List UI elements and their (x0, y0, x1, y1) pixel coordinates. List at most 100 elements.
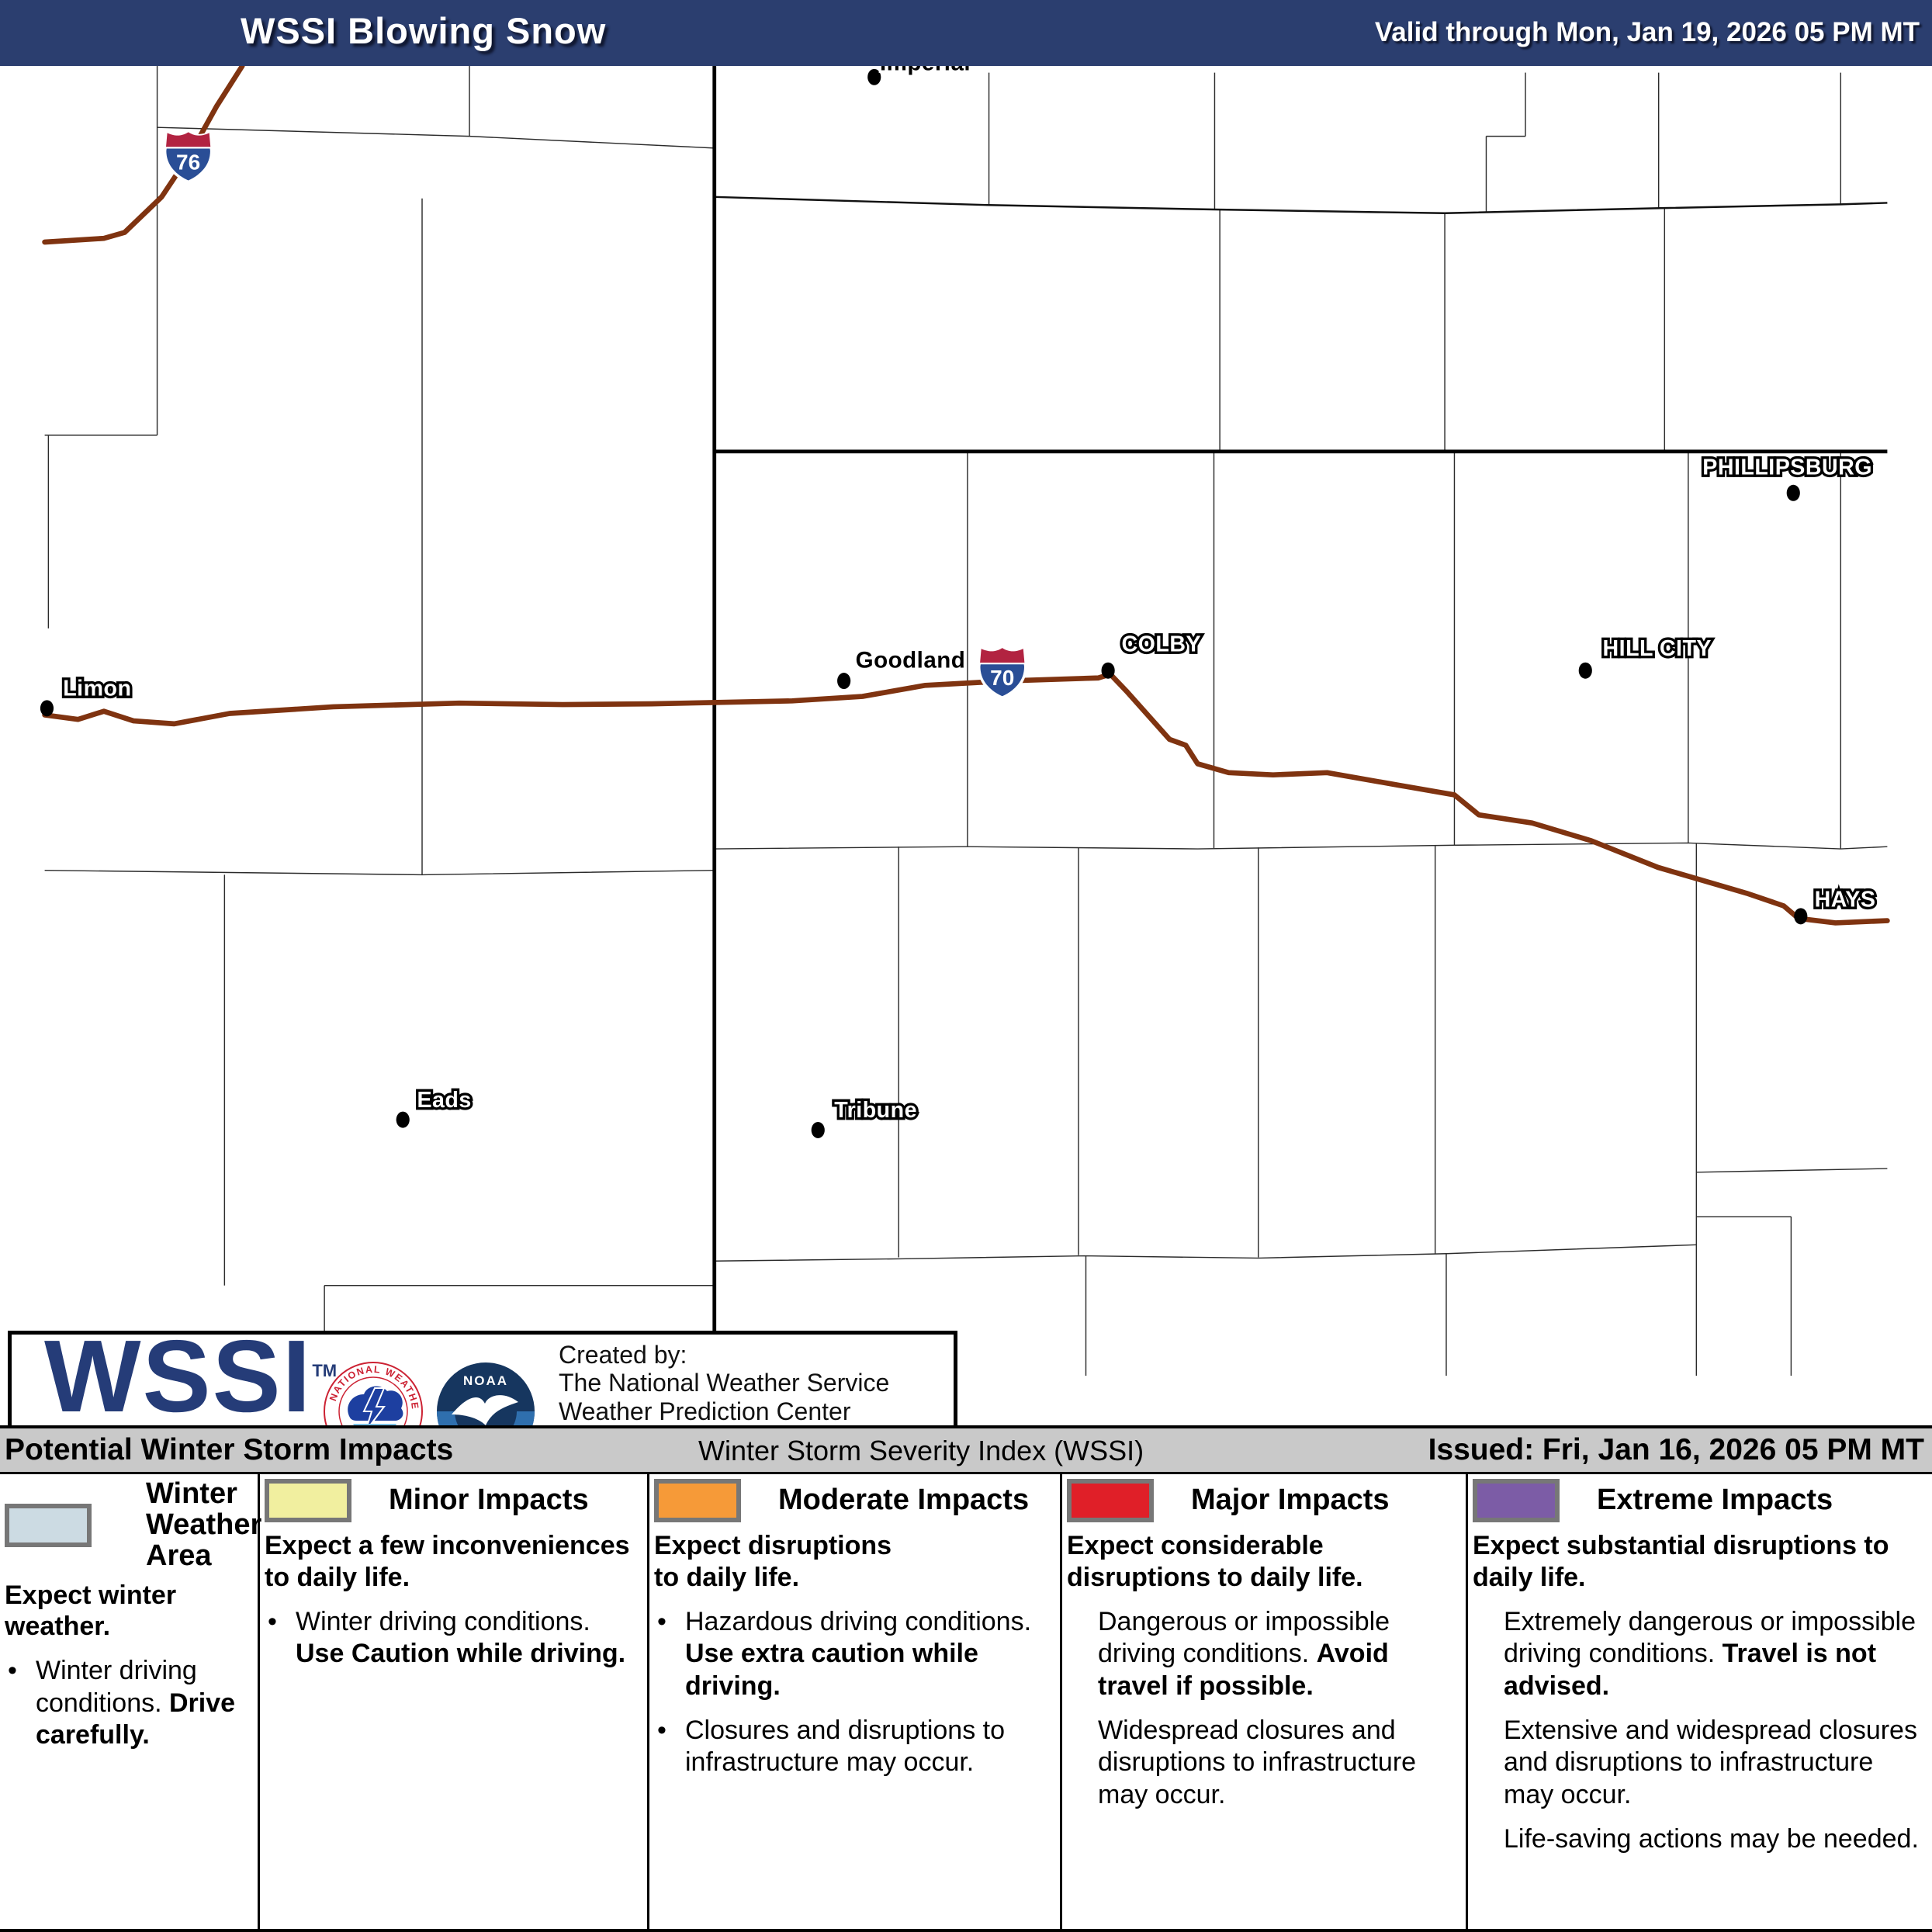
legend-column-header: Minor Impacts (265, 1479, 647, 1522)
legend-item: • Winter driving conditions. Drive carefu… (5, 1655, 254, 1751)
legend-color-swatch (1067, 1479, 1154, 1522)
legend-intro-text: Expect a few inconveniences to daily lif… (265, 1531, 630, 1592)
city-dot (811, 1121, 825, 1138)
legend-column-divider (1466, 1474, 1468, 1929)
legend-color-swatch (265, 1479, 351, 1522)
wssi-tagline: The Winter Storm Severity Index (47, 1422, 406, 1425)
city-markers: Imperial Limon Goodland COLBY PHILLIPSBURG HI… (40, 66, 1878, 1138)
city-label: Goodland (856, 647, 966, 673)
valid-through-text: Valid through Mon, Jan 19, 2026 05 PM MT (1374, 17, 1920, 47)
city-label: Imperial (880, 66, 971, 76)
created-by-line: The National Weather Service (559, 1369, 890, 1397)
legend-item-emphasis: Use extra caution while driving. (685, 1639, 978, 1701)
legend-item-emphasis: Drive carefully. (36, 1688, 236, 1750)
county-line (44, 869, 715, 876)
wssi-logo-box: WSSITM The Winter Storm Severity Index N… (8, 1319, 957, 1425)
header-bar: WSSI Blowing Snow Valid through Mon, Jan… (0, 0, 1932, 66)
legend-column-winter-weather-area: Winter Weather Area Expect winter weather… (0, 1474, 262, 1929)
interstate-70-shield-icon: 70 (977, 646, 1027, 700)
interstate-76-shield-icon: 76 (163, 130, 213, 184)
city-tribune: Tribune (811, 1096, 919, 1138)
legend-item-emphasis: Travel is not advised. (1504, 1639, 1877, 1701)
legend-item-text: Winter driving conditions. (36, 1656, 197, 1718)
bullet-icon: • (657, 1716, 667, 1745)
noaa-logo-icon: NOAA (437, 1362, 535, 1425)
legend-column-title: Extreme Impacts (1597, 1484, 1833, 1517)
border-line (714, 196, 1888, 215)
legend-column-title: Winter Weather Area (146, 1477, 262, 1572)
legend-column-moderate-impacts: Moderate Impacts Expect disruptions to da… (649, 1474, 1060, 1929)
legend-item-emphasis: Use Caution while driving. (296, 1639, 626, 1669)
legend-intro-text: Expect winter weather. (5, 1580, 177, 1642)
city-dot (1794, 908, 1808, 925)
legend-column-major-impacts: Major Impacts Expect considerable disrupt… (1062, 1474, 1466, 1929)
interstate-road (42, 671, 1890, 926)
legend-item: • Hazardous driving conditions. Use extra… (654, 1606, 1057, 1702)
legend-column-extreme-impacts: Extreme Impacts Expect substantial disrup… (1468, 1474, 1932, 1929)
created-by-line: Created by: (559, 1341, 687, 1369)
legend-item-text: Extensive and widespread closures and di… (1504, 1716, 1917, 1809)
legend-item: Extensive and widespread closures and di… (1473, 1715, 1929, 1811)
legend-item: Widespread closures and disruptions to i… (1067, 1715, 1463, 1811)
legend-item-text: Life-saving actions may be needed. (1504, 1824, 1919, 1854)
interstate-shields: 76 70 (163, 130, 1027, 700)
legend-item-text: Hazardous driving conditions. (685, 1606, 1032, 1636)
city-phillipsburg: PHILLIPSBURG (1700, 452, 1875, 501)
county-borders (44, 66, 1888, 1376)
city-imperial: Imperial (867, 66, 973, 85)
legend-item-text: Widespread closures and disruptions to i… (1098, 1716, 1417, 1809)
county-line (157, 126, 715, 149)
impacts-legend: Winter Weather Area Expect winter weather… (0, 1474, 1932, 1932)
region-borders (714, 196, 1888, 215)
legend-color-swatch (1473, 1479, 1560, 1522)
legend-item-text: Extremely dangerous or impossible drivin… (1504, 1606, 1916, 1669)
bullet-icon: • (268, 1606, 277, 1636)
legend-item: Extremely dangerous or impossible drivin… (1473, 1606, 1929, 1702)
city-dot (1578, 662, 1592, 679)
interstate-roads (42, 66, 1890, 926)
shield-route-number: 70 (990, 666, 1014, 690)
city-dot (837, 673, 851, 690)
city-hill-city: HILL CITY (1578, 634, 1714, 679)
legend-column-title: Moderate Impacts (778, 1484, 1030, 1517)
wssi-logo-text: WSSITM (44, 1319, 338, 1425)
legend-column-title: Major Impacts (1191, 1484, 1390, 1517)
city-label: PHILLIPSBURG (1702, 455, 1872, 480)
city-label: COLBY (1122, 632, 1202, 656)
city-dot (396, 1111, 410, 1128)
legend-column-header: Winter Weather Area (5, 1477, 262, 1572)
legend-column-divider (1060, 1474, 1062, 1929)
wssi-bar-subtitle: Winter Storm Severity Index (WSSI) (698, 1435, 1144, 1466)
shield-route-number: 76 (176, 150, 200, 174)
issued-timestamp: Issued: Fri, Jan 16, 2026 05 PM MT (1428, 1433, 1924, 1466)
legend-column-header: Moderate Impacts (654, 1479, 1060, 1522)
legend-intro-text: Expect disruptions to daily life. (654, 1531, 892, 1592)
map-area: 76 70 Imperial Limon Goodland COLBY PHILLIPSB… (0, 66, 1932, 1425)
legend-item-text: Dangerous or impossible driving conditio… (1098, 1606, 1390, 1669)
svg-text:NOAA: NOAA (463, 1373, 508, 1388)
county-line (1696, 1168, 1888, 1173)
city-eads: Eads (396, 1085, 474, 1128)
issued-bar: Potential Winter Storm Impacts Winter St… (0, 1425, 1932, 1474)
city-label: HAYS (1815, 887, 1876, 912)
legend-column-title: Minor Impacts (389, 1484, 589, 1517)
legend-intro-text: Expect substantial disruptions to daily … (1473, 1531, 1889, 1592)
national-weather-service-logo-icon: NATIONAL WEATHER SERVICE ★ ★ ★ (324, 1362, 423, 1425)
legend-column-divider (258, 1474, 260, 1929)
legend-item: • Winter driving conditions. Use Caution … (265, 1606, 644, 1671)
city-label: Eads (417, 1088, 471, 1113)
county-line (714, 1244, 1697, 1262)
legend-item-text: Winter driving conditions. (296, 1606, 590, 1636)
legend-intro-text: Expect considerable disruptions to daily… (1067, 1531, 1363, 1592)
city-dot (1101, 662, 1115, 679)
legend-item: Life-saving actions may be needed. (1473, 1823, 1929, 1855)
legend-item: Dangerous or impossible driving conditio… (1067, 1606, 1463, 1702)
city-hays: HAYS (1794, 885, 1878, 925)
bullet-icon: • (8, 1656, 17, 1686)
legend-column-header: Extreme Impacts (1473, 1479, 1932, 1522)
legend-column-header: Major Impacts (1067, 1479, 1466, 1522)
city-dot (867, 68, 881, 85)
county-line (714, 842, 1888, 850)
shield-crown (980, 648, 1025, 663)
